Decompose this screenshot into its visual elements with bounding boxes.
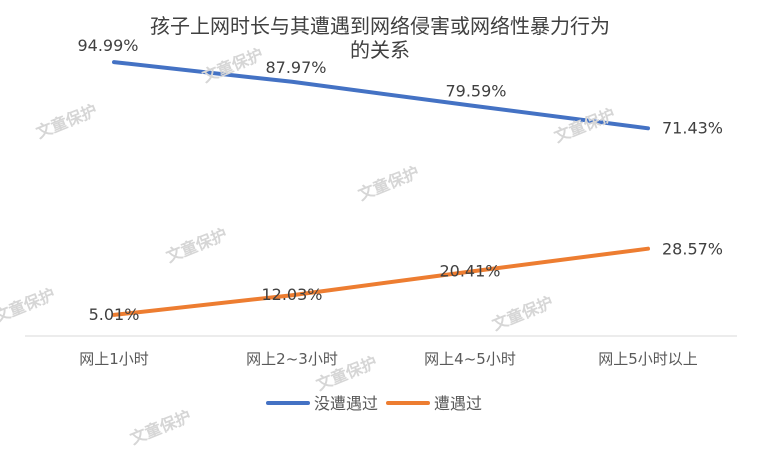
data-label: 87.97% bbox=[265, 58, 326, 77]
x-tick-label: 网上5小时以上 bbox=[598, 350, 698, 368]
data-label: 71.43% bbox=[662, 118, 723, 137]
x-tick-label: 网上4~5小时 bbox=[424, 350, 516, 368]
data-label: 12.03% bbox=[261, 285, 322, 304]
data-label: 79.59% bbox=[445, 81, 506, 100]
data-label: 20.41% bbox=[439, 262, 500, 281]
legend-label: 没遭遇过 bbox=[314, 394, 378, 413]
data-label: 94.99% bbox=[77, 36, 138, 55]
series-line-encountered bbox=[112, 246, 650, 317]
data-label: 5.01% bbox=[89, 305, 140, 324]
series-line-not-encountered bbox=[112, 60, 650, 131]
line-chart: 网上1小时 网上2~3小时 网上4~5小时 网上5小时以上 94.99% 87.97% 79… bbox=[25, 36, 737, 413]
x-tick-label: 网上2~3小时 bbox=[246, 350, 338, 368]
legend-label: 遭遇过 bbox=[434, 394, 482, 413]
chart-title-line-1: 孩子上网时长与其遭遇到网络侵害或网络性暴力行为 bbox=[150, 14, 610, 38]
data-label: 28.57% bbox=[662, 240, 723, 259]
chart-title-line-2: 的关系 bbox=[350, 38, 410, 62]
x-tick-label: 网上1小时 bbox=[79, 350, 149, 368]
